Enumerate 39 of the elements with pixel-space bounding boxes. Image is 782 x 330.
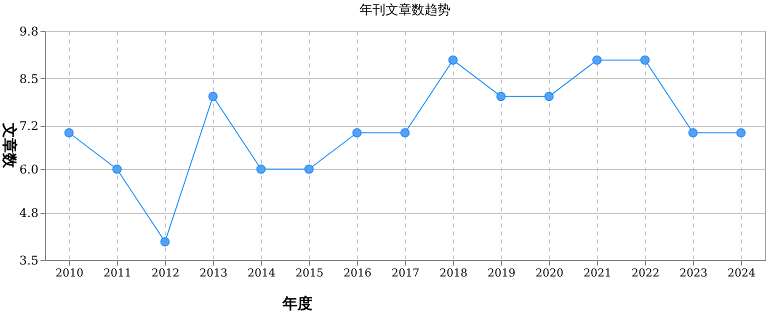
point bbox=[496, 92, 506, 102]
y-axis-title: 文章数 bbox=[0, 122, 18, 169]
point bbox=[544, 92, 554, 102]
x-tick-label: 2019 bbox=[488, 266, 516, 280]
y-tick-label: 8.5 bbox=[19, 72, 38, 86]
x-tick-label: 2013 bbox=[200, 266, 228, 280]
point bbox=[640, 55, 650, 65]
x-tick-label: 2020 bbox=[536, 266, 564, 280]
point bbox=[208, 92, 218, 102]
x-tick-label: 2012 bbox=[152, 266, 180, 280]
x-tick-label: 2021 bbox=[584, 266, 612, 280]
point bbox=[688, 128, 698, 138]
x-tick-label: 2024 bbox=[728, 266, 756, 280]
x-axis-title: 年度 bbox=[282, 294, 312, 312]
point bbox=[448, 55, 458, 65]
y-tick-label: 9.8 bbox=[19, 24, 38, 38]
x-tick-label: 2023 bbox=[680, 266, 708, 280]
x-tick-label: 2017 bbox=[392, 266, 420, 280]
point bbox=[160, 237, 170, 246]
point bbox=[400, 128, 410, 138]
y-tick-label: 4.8 bbox=[19, 206, 38, 220]
point bbox=[304, 164, 314, 174]
chart-title: 年刊文章数趋势 bbox=[360, 3, 450, 18]
x-tick-label: 2018 bbox=[440, 266, 468, 280]
point bbox=[256, 164, 266, 174]
y-tick-label: 6.0 bbox=[19, 162, 38, 177]
point bbox=[352, 128, 362, 138]
x-tick-label: 2010 bbox=[56, 266, 84, 280]
x-tick-label: 2011 bbox=[104, 266, 132, 280]
x-tick-label: 2015 bbox=[296, 266, 324, 280]
x-tick-label: 2014 bbox=[248, 266, 276, 280]
point bbox=[64, 128, 74, 138]
point bbox=[112, 164, 122, 174]
point bbox=[736, 128, 746, 138]
y-tick-label: 3.5 bbox=[19, 254, 38, 268]
y-tick-label: 7.2 bbox=[19, 119, 38, 134]
point bbox=[592, 55, 602, 65]
x-tick-label: 2022 bbox=[632, 266, 660, 280]
x-tick-label: 2016 bbox=[344, 266, 372, 280]
